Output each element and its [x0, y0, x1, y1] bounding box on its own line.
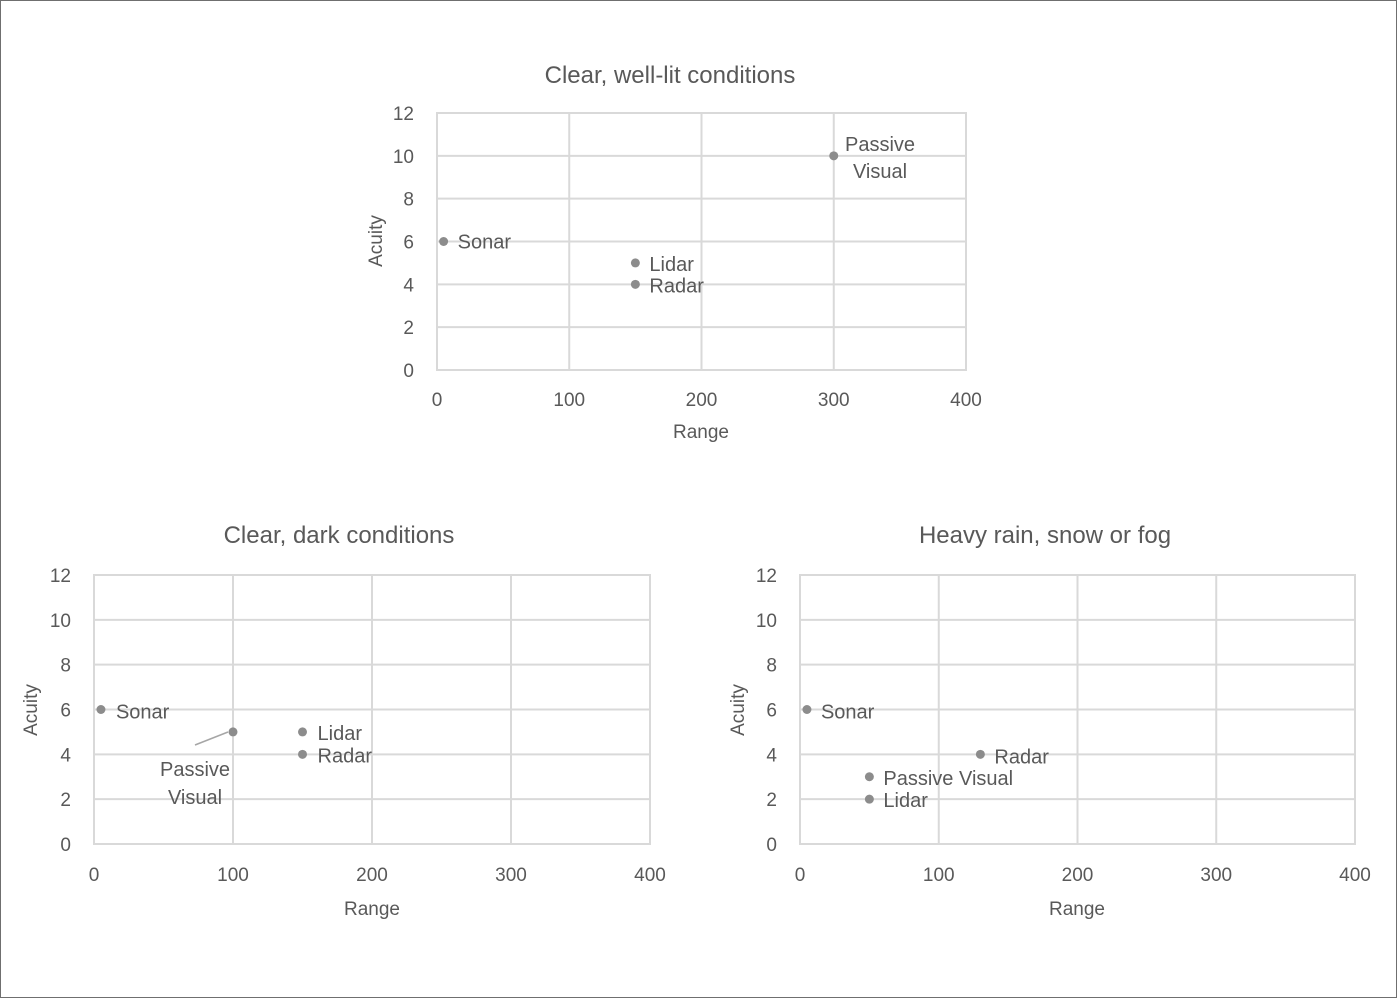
x-axis-label: Range — [673, 422, 729, 443]
y-axis-label: Acuity — [728, 684, 749, 736]
y-tick-label: 6 — [403, 233, 414, 254]
y-tick-label: 10 — [756, 611, 777, 632]
data-point — [630, 279, 640, 289]
data-point — [829, 151, 839, 161]
y-tick-label: 8 — [403, 190, 414, 211]
y-tick-label: 8 — [766, 656, 777, 677]
x-tick-label: 200 — [356, 865, 388, 886]
y-axis-label: Acuity — [21, 684, 42, 736]
x-axis-label: Range — [344, 899, 400, 920]
data-label: Lidar — [883, 790, 928, 812]
x-tick-label: 400 — [634, 865, 666, 886]
chart-3: Heavy rain, snow or fog 0 100 200 300 400 0 2 4 6… — [728, 522, 1371, 920]
leader-line — [194, 731, 229, 746]
x-tick-label: 200 — [686, 390, 718, 411]
x-tick-label: 100 — [923, 865, 955, 886]
plot-area — [799, 574, 1356, 845]
y-tick-label: 4 — [403, 275, 414, 296]
x-tick-label: 400 — [950, 390, 982, 411]
data-label: Lidar — [649, 254, 694, 276]
data-point — [802, 705, 812, 714]
x-tick-label: 0 — [432, 390, 443, 411]
data-label: Lidar — [318, 723, 363, 745]
data-label: Passive Visual — [883, 768, 1013, 790]
x-tick-label: 300 — [1200, 865, 1232, 886]
x-tick-label: 0 — [795, 865, 806, 886]
x-axis-label: Range — [1049, 899, 1105, 920]
y-tick-label: 10 — [50, 611, 71, 632]
y-tick-label: 12 — [393, 104, 414, 125]
y-tick-label: 6 — [60, 701, 71, 722]
plot-area — [436, 112, 967, 371]
y-tick-label: 0 — [403, 361, 414, 382]
chart-title: Clear, well-lit conditions — [545, 62, 796, 89]
y-tick-label: 12 — [50, 566, 71, 587]
y-tick-label: 2 — [403, 318, 414, 339]
y-tick-label: 0 — [60, 835, 71, 856]
data-label: Visual — [168, 787, 222, 809]
y-tick-label: 12 — [756, 566, 777, 587]
y-tick-label: 10 — [393, 147, 414, 168]
chart-title: Clear, dark conditions — [224, 522, 455, 549]
data-label: Passive — [160, 759, 230, 781]
x-tick-label: 100 — [217, 865, 249, 886]
data-label: Sonar — [458, 232, 512, 254]
data-label: Visual — [853, 161, 907, 183]
x-tick-label: 400 — [1339, 865, 1371, 886]
y-tick-label: 0 — [766, 835, 777, 856]
data-point — [228, 727, 238, 737]
y-tick-label: 4 — [60, 745, 71, 766]
chart-1: Clear, well-lit conditions 0 100 200 300 400 0… — [366, 62, 982, 443]
data-point — [630, 258, 640, 268]
x-tick-label: 300 — [495, 865, 527, 886]
y-tick-label: 8 — [60, 656, 71, 677]
chart-2: Clear, dark conditions 0 100 200 300 400 0 2 4 6 8… — [21, 522, 666, 920]
y-tick-label: 6 — [766, 701, 777, 722]
data-label: Sonar — [116, 702, 170, 724]
y-tick-label: 2 — [60, 790, 71, 811]
data-point — [298, 749, 307, 759]
x-tick-label: 0 — [89, 865, 100, 886]
x-tick-label: 100 — [553, 390, 585, 411]
x-tick-label: 200 — [1062, 865, 1094, 886]
data-point — [439, 237, 449, 246]
plot-area — [93, 574, 651, 845]
y-tick-label: 2 — [766, 790, 777, 811]
data-label: Passive — [845, 134, 915, 156]
x-tick-label: 300 — [818, 390, 850, 411]
chart-title: Heavy rain, snow or fog — [919, 522, 1171, 549]
data-label: Sonar — [821, 702, 875, 724]
data-point — [975, 749, 985, 759]
y-axis-label: Acuity — [366, 215, 387, 267]
data-label: Radar — [649, 275, 704, 297]
data-point — [864, 794, 874, 804]
data-point — [864, 772, 874, 782]
data-point — [298, 727, 307, 737]
data-label: Radar — [318, 745, 373, 767]
data-point — [96, 705, 106, 714]
data-label: Radar — [994, 746, 1049, 768]
y-tick-label: 4 — [766, 745, 777, 766]
